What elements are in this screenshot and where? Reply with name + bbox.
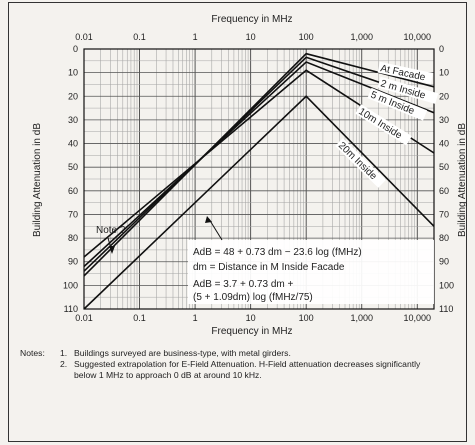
notes-label: Notes: — [20, 348, 45, 358]
y-tick-label-left: 90 — [68, 257, 78, 267]
x-tick-label-bottom: 0.01 — [75, 313, 93, 323]
x-tick-label-top: 0.1 — [133, 32, 146, 42]
x-tick-label-top: 1,000 — [350, 32, 373, 42]
x-tick-label-top: 10 — [246, 32, 256, 42]
series-line-3 — [83, 61, 435, 268]
y-tick-label-right: 30 — [439, 115, 449, 125]
y-tick-label-right: 40 — [439, 139, 449, 149]
attenuation-chart: 0.010.010.10.11110101001001,0001,00010,0… — [32, 14, 468, 337]
y-axis-title-left: Building Attenuation in dB — [32, 123, 43, 237]
x-tick-label-bottom: 10 — [246, 313, 256, 323]
formula-2-line-1: AdB = 3.7 + 0.73 dm + — [193, 279, 294, 290]
y-tick-label-right: 70 — [439, 209, 449, 219]
y-tick-label-left: 0 — [73, 44, 78, 54]
figure-frame — [8, 2, 467, 442]
note-text: Suggested extrapolation for E-Field Atte… — [74, 359, 421, 380]
formula-arrow-line — [208, 218, 223, 241]
y-tick-label-left: 50 — [68, 162, 78, 172]
x-axis-title-top: Frequency in MHz — [211, 14, 292, 25]
note-number: 2. — [60, 359, 68, 369]
x-tick-label-bottom: 100 — [299, 313, 314, 323]
note-item-1: 1. Buildings surveyed are business-type, … — [60, 348, 444, 359]
note-number: 1. — [60, 348, 68, 358]
x-tick-label-top: 1 — [193, 32, 198, 42]
x-tick-label-top: 10,000 — [404, 32, 432, 42]
series-label-5m-inside-bg — [367, 87, 428, 121]
y-tick-label-left: 70 — [68, 209, 78, 219]
y-tick-label-left: 30 — [68, 115, 78, 125]
y-tick-label-right: 20 — [439, 91, 449, 101]
x-axis-title-bottom: Frequency in MHz — [211, 326, 292, 337]
y-tick-label-left: 80 — [68, 233, 78, 243]
y-tick-label-right: 0 — [439, 44, 444, 54]
y-tick-label-right: 60 — [439, 186, 449, 196]
tick-layer: 0.010.010.10.11110101001001,0001,00010,0… — [63, 32, 454, 323]
x-tick-label-bottom: 1 — [193, 313, 198, 323]
grid — [83, 48, 435, 310]
series-label-20m-inside: 20m Inside — [336, 140, 379, 182]
x-tick-label-bottom: 0.1 — [133, 313, 146, 323]
x-tick-label-top: 0.01 — [75, 32, 93, 42]
formula-1-line-1: AdB = 48 + 0.73 dm − 23.6 log (fMHz) — [193, 247, 362, 258]
series-label-10m-inside: 10m Inside — [356, 106, 404, 141]
y-tick-label-left: 60 — [68, 186, 78, 196]
y-tick-label-left: 100 — [63, 280, 78, 290]
y-axis-title-right: Building Attenuation in dB — [457, 123, 468, 237]
formula-box-bg — [188, 240, 434, 304]
x-tick-label-top: 100 — [299, 32, 314, 42]
series-label-20m-inside-bg — [335, 138, 386, 188]
series-label-2m-inside-bg — [377, 76, 439, 104]
y-tick-label-right: 90 — [439, 257, 449, 267]
formula-arrowhead — [205, 216, 212, 223]
y-tick-label-right: 50 — [439, 162, 449, 172]
y-tick-label-left: 10 — [68, 68, 78, 78]
formula-2-line-2: (5 + 1.09dm) log (fMHz/75) — [193, 292, 313, 303]
y-tick-label-right: 110 — [439, 304, 453, 314]
x-tick-label-bottom: 10,000 — [404, 313, 432, 323]
y-tick-label-right: 100 — [439, 280, 454, 290]
x-tick-label-bottom: 1,000 — [350, 313, 373, 323]
series-label-10m-inside-bg — [355, 104, 412, 146]
y-tick-label-right: 80 — [439, 233, 449, 243]
note2-label: Note 2 — [96, 225, 126, 236]
y-tick-label-right: 10 — [439, 68, 449, 78]
y-tick-label-left: 20 — [68, 91, 78, 101]
series-line-1 — [83, 52, 435, 277]
note-text: Buildings surveyed are business-type, wi… — [74, 348, 291, 358]
formula-1-line-2: dm = Distance in M Inside Facade — [193, 262, 345, 273]
y-tick-label-left: 110 — [64, 304, 78, 314]
plot-border — [83, 48, 435, 310]
series-label-at-facade-bg — [377, 61, 434, 84]
y-tick-label-left: 40 — [68, 139, 78, 149]
series-line-5 — [83, 95, 435, 310]
note2-arrowhead — [109, 246, 115, 254]
note-item-2: 2. Suggested extrapolation for E-Field At… — [60, 359, 444, 381]
